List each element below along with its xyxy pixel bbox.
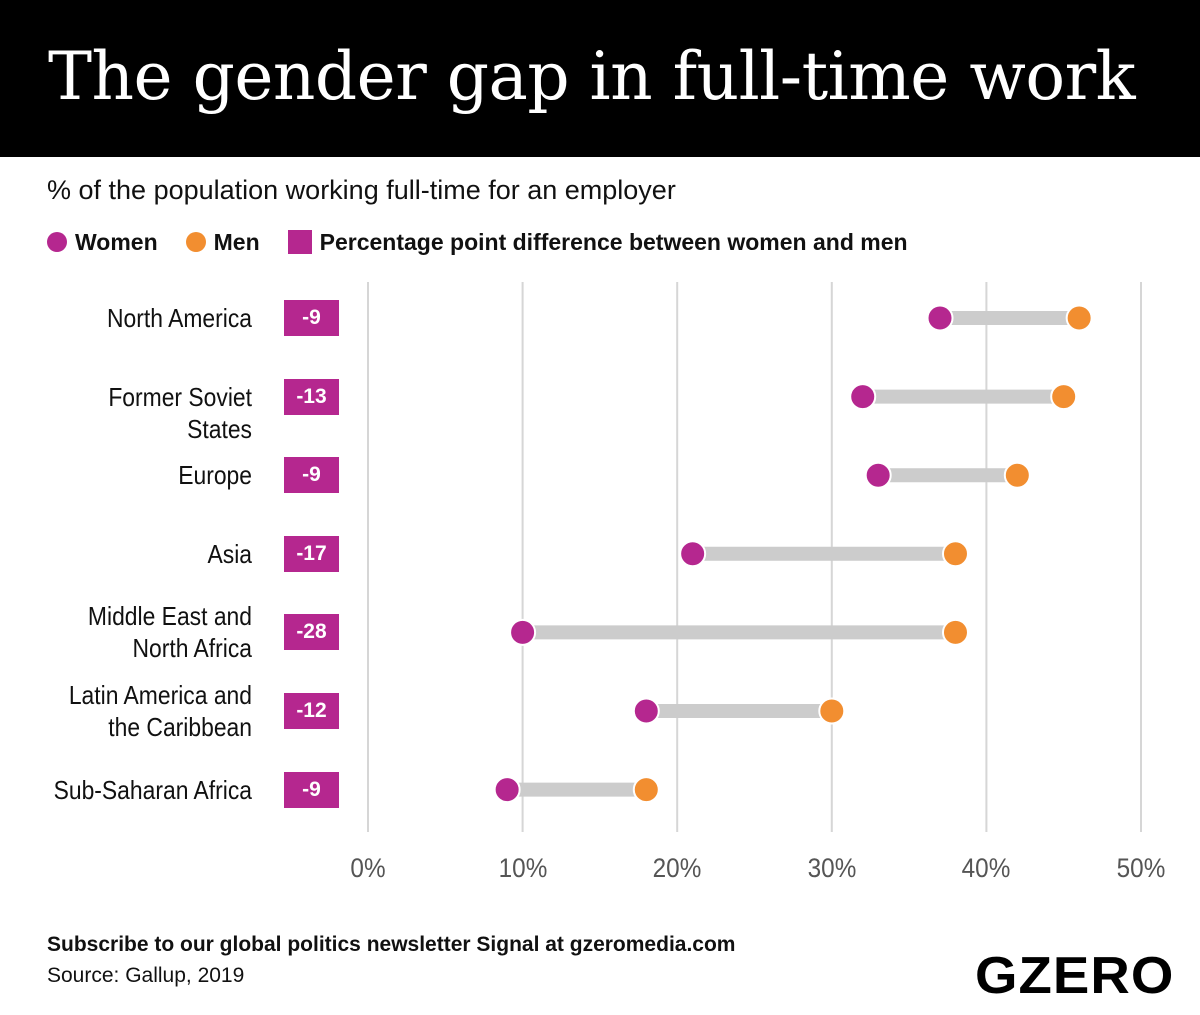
difference-badge: -9 bbox=[284, 457, 339, 494]
legend-difference-square-icon bbox=[287, 230, 312, 254]
row-label-line: North Africa bbox=[132, 633, 252, 664]
row-label: North America bbox=[41, 302, 252, 334]
men-point bbox=[818, 697, 846, 725]
x-tick-label: 10% bbox=[498, 853, 547, 883]
x-tick-label: 20% bbox=[652, 853, 702, 883]
men-point bbox=[1003, 461, 1031, 489]
row-label-line: North America bbox=[107, 303, 252, 333]
men-point bbox=[1065, 304, 1093, 332]
chart-subtitle: % of the population working full-time fo… bbox=[47, 175, 676, 205]
legend-item-women: Women bbox=[47, 229, 158, 256]
legend: Women Men Percentage point difference be… bbox=[47, 226, 936, 258]
women-point bbox=[632, 697, 660, 725]
newsletter-cta: Subscribe to our global politics newslet… bbox=[47, 933, 736, 956]
row-label: Former Soviet States bbox=[41, 381, 252, 445]
legend-item-men: Men bbox=[185, 228, 260, 256]
men-point bbox=[1050, 383, 1078, 411]
gzero-logo: GZERO bbox=[975, 947, 1175, 1005]
row-label-line: Sub-Saharan Africa bbox=[53, 774, 253, 805]
legend-men-dot-icon bbox=[185, 232, 206, 252]
difference-badge: -28 bbox=[284, 614, 339, 651]
women-point bbox=[849, 383, 877, 411]
x-tick-label: 30% bbox=[807, 853, 857, 883]
women-point bbox=[926, 304, 954, 332]
page-title: The gender gap in full-time work bbox=[48, 38, 1136, 115]
legend-men-label: Men bbox=[213, 228, 260, 255]
row-label-line: Asia bbox=[207, 538, 252, 569]
women-point bbox=[493, 776, 521, 804]
x-tick-label: 0% bbox=[350, 853, 386, 883]
row-label-line: Europe bbox=[178, 460, 252, 491]
legend-item-difference: Percentage point difference between wome… bbox=[287, 228, 908, 256]
header-bar: The gender gap in full-time work bbox=[0, 0, 1200, 157]
row-label-line: Former Soviet States bbox=[108, 381, 252, 444]
x-tick-label: 40% bbox=[962, 853, 1011, 883]
difference-badge: -13 bbox=[284, 378, 339, 415]
women-point bbox=[509, 618, 537, 646]
row-label: Europe bbox=[41, 459, 252, 491]
row-label: Latin America and the Caribbean bbox=[41, 679, 252, 743]
women-point bbox=[679, 540, 707, 568]
row-label: Middle East and North Africa bbox=[41, 600, 252, 664]
x-tick-label: 50% bbox=[1116, 853, 1166, 883]
difference-badge: -9 bbox=[284, 771, 339, 808]
source-note: Source: Gallup, 2019 bbox=[47, 964, 245, 987]
row-label: Sub-Saharan Africa bbox=[41, 774, 252, 806]
legend-women-label: Women bbox=[75, 228, 158, 255]
row-label-line: Middle East and bbox=[87, 601, 252, 632]
men-point bbox=[941, 540, 969, 568]
difference-badge: -17 bbox=[284, 535, 339, 572]
row-label: Asia bbox=[41, 538, 252, 570]
legend-women-dot-icon bbox=[47, 232, 67, 252]
row-label-line: the Caribbean bbox=[108, 712, 252, 742]
men-point bbox=[632, 776, 660, 804]
difference-badge: -12 bbox=[284, 693, 339, 729]
row-label-line: Latin America and bbox=[68, 680, 253, 710]
legend-difference-label: Percentage point difference between wome… bbox=[319, 228, 908, 255]
men-point bbox=[941, 618, 969, 646]
difference-badge: -9 bbox=[284, 300, 339, 336]
women-point bbox=[864, 461, 892, 489]
